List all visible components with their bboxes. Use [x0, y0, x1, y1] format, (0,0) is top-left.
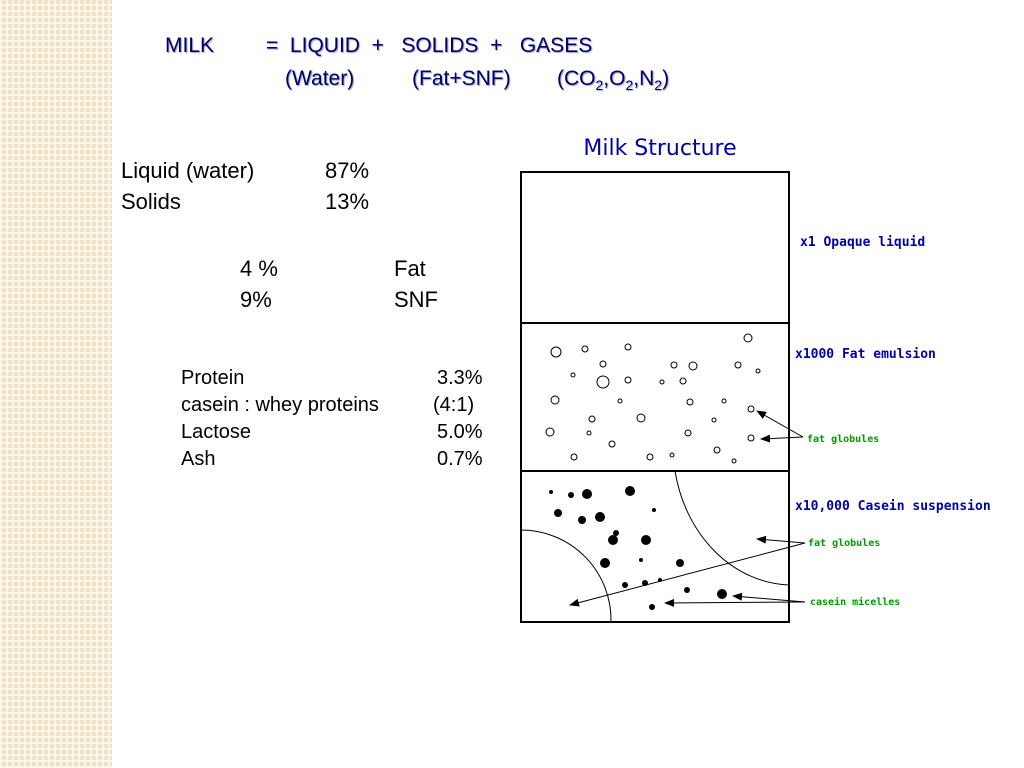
equation: = LIQUID + SOLIDS + GASES — [266, 34, 593, 57]
row-value: (4:1) — [433, 394, 475, 416]
water-label: (Water) — [285, 67, 355, 90]
row-value: 4 % — [240, 256, 278, 281]
row-value: 5.0% — [437, 421, 483, 443]
level-label: x1 Opaque liquid — [800, 235, 925, 250]
row-label: SNF — [394, 287, 438, 312]
formula-part: ,O — [603, 67, 626, 90]
solids-label: (Fat+SNF) — [412, 67, 511, 90]
callout-label: fat globules — [808, 538, 880, 549]
row-value: 0.7% — [437, 448, 483, 470]
row-label: Liquid (water) — [121, 158, 255, 183]
large-globules — [520, 470, 790, 623]
formula-sub: 2 — [625, 77, 634, 94]
fat-globules — [545, 333, 761, 464]
callout-label: casein micelles — [810, 596, 900, 608]
row-value: 9% — [240, 287, 272, 312]
gases-label: (CO2,O2,N2) — [557, 67, 669, 93]
formula-part: ) — [662, 67, 670, 90]
decorative-strip — [0, 0, 112, 768]
formula-part: (CO — [557, 67, 596, 90]
callout-label: fat globules — [807, 434, 879, 445]
arrows — [569, 410, 806, 607]
row-label: Lactose — [181, 421, 252, 443]
diagram-title: Milk Structure — [583, 136, 736, 161]
row-value: 3.3% — [437, 367, 483, 389]
milk-label: MILK — [165, 34, 215, 57]
row-label: Fat — [394, 256, 426, 281]
formula-sub: 2 — [595, 77, 604, 94]
row-label: Protein — [181, 367, 245, 389]
diagram-box — [520, 171, 790, 623]
row-label: Ash — [181, 448, 216, 470]
level-label: x10,000 Casein suspension — [795, 499, 991, 514]
row-label: casein : whey proteins — [181, 394, 379, 416]
row-label: Solids — [121, 189, 181, 214]
formula-part: ,N — [633, 67, 655, 90]
level-label: x1000 Fat emulsion — [795, 347, 936, 362]
casein-micelles — [549, 486, 727, 610]
row-value: 87% — [325, 158, 370, 183]
formula-sub: 2 — [654, 77, 663, 94]
row-value: 13% — [325, 189, 370, 214]
